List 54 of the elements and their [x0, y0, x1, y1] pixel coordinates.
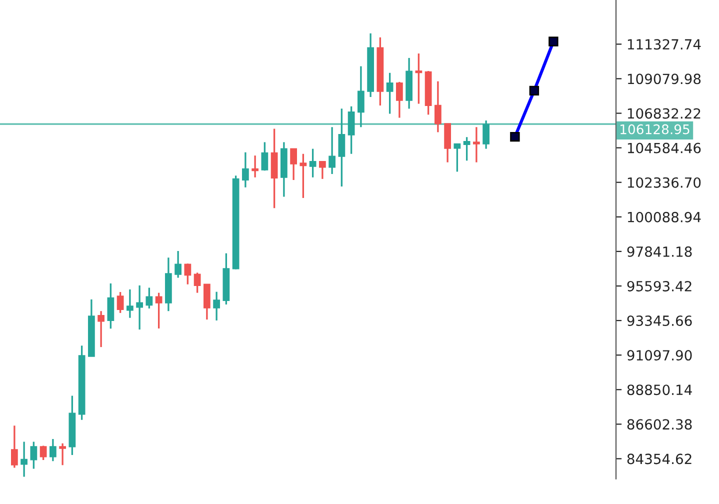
y-tick-label: 86602.38	[627, 419, 692, 430]
candlestick	[98, 310, 105, 348]
candlestick	[146, 286, 153, 310]
candlestick	[116, 291, 124, 314]
y-tick-label: 106832.22	[628, 108, 700, 119]
candlestick	[261, 141, 268, 172]
candlestick	[30, 440, 38, 470]
candlestick	[454, 143, 461, 173]
candlestick	[136, 284, 144, 330]
y-tick-label: 84354.62	[627, 454, 692, 464]
point	[548, 36, 558, 46]
candlestick	[49, 438, 56, 462]
candlestick	[338, 108, 346, 188]
y-tick-label: 95593.42	[627, 280, 692, 292]
candlestick	[309, 148, 316, 178]
y-tick-label: 100088.94	[628, 212, 701, 222]
y-tick-label: 102336.70	[628, 177, 701, 188]
candlestick	[357, 65, 364, 128]
y-tick-label: 104584.46	[628, 142, 701, 154]
candlestick	[290, 148, 298, 181]
candlestick	[318, 160, 326, 180]
y-tick-label: 88850.14	[627, 384, 692, 396]
candlestick	[184, 262, 192, 286]
candlestick	[40, 444, 47, 461]
candlestick	[126, 288, 134, 319]
candlestick	[415, 52, 422, 105]
candlestick	[463, 136, 470, 162]
candlestick	[59, 442, 66, 466]
candlestick	[242, 151, 249, 188]
candlestick	[472, 126, 480, 164]
y-tick-label: 91097.90	[627, 350, 692, 361]
y-tick-label: 97841.18	[627, 246, 692, 257]
y-tick-label: 109079.98	[628, 74, 701, 84]
y-tick-label: 111327.74	[628, 39, 701, 50]
candlestick	[482, 120, 490, 150]
candlestick	[434, 80, 442, 134]
candlestick	[213, 290, 220, 322]
candlestick	[328, 126, 336, 175]
ref-line-label: 106128.95	[620, 124, 690, 134]
candlestick	[386, 72, 394, 115]
candlestick	[203, 284, 210, 320]
y-tick-label: 93345.66	[627, 316, 692, 326]
candlestick	[348, 106, 355, 155]
candlestick	[194, 272, 201, 294]
candlestick	[20, 440, 28, 478]
candlestick	[155, 292, 162, 330]
candlestick	[10, 424, 18, 469]
candlestick	[107, 282, 114, 330]
point	[529, 86, 540, 96]
point	[510, 132, 520, 142]
candlestick	[396, 81, 403, 119]
candlestick	[174, 250, 182, 279]
candlestick	[252, 154, 259, 178]
candlestick	[300, 153, 307, 199]
